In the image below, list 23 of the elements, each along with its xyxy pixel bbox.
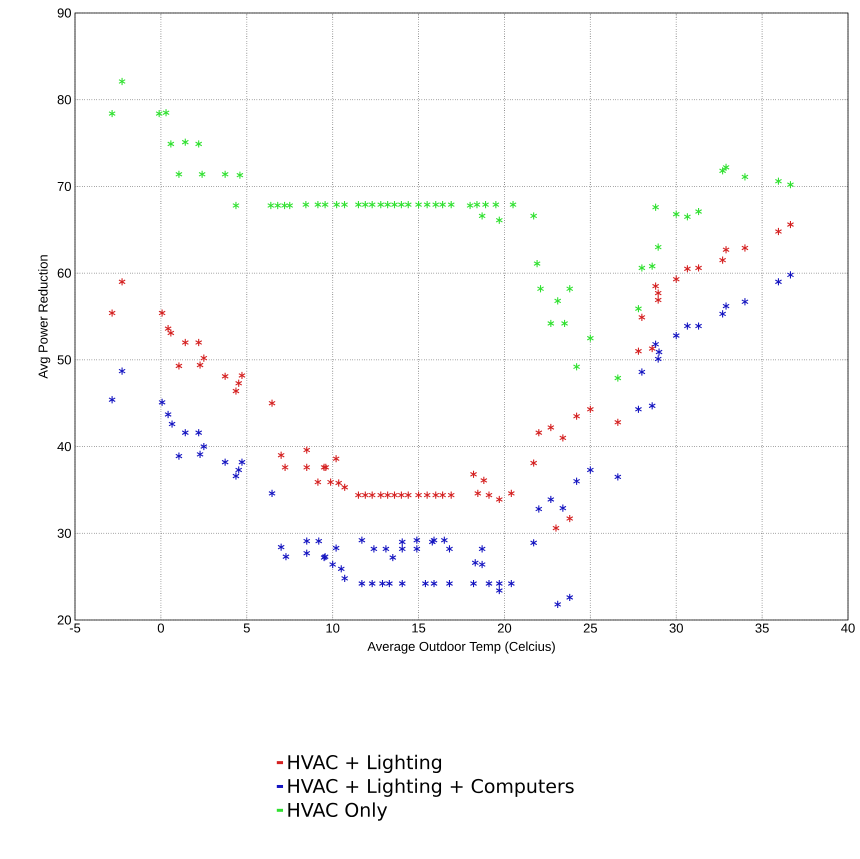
x-tick-label: 25 [584,624,597,633]
legend-label: HVAC + Lighting + Computers [288,778,574,797]
y-tick-label: 70 [58,182,71,192]
x-tick-label: -5 [70,624,80,633]
x-tick-label: 0 [158,624,164,633]
legend-label: HVAC + Lighting [288,754,442,774]
y-axis-title: Avg Power Reduction [38,255,50,379]
x-tick-label: 20 [498,624,512,633]
y-tick-label: 50 [58,355,71,364]
x-tick-label: 10 [326,624,340,633]
x-tick-label: 40 [841,624,855,633]
legend-label: HVAC Only [288,802,388,821]
x-tick-label: 15 [412,624,426,633]
y-tick-label: 90 [58,8,71,18]
x-tick-label: 35 [755,624,769,633]
x-tick-label: 5 [244,624,250,633]
y-tick-label: 80 [58,95,71,104]
y-tick-label: 30 [58,528,71,538]
x-tick-label: 30 [670,624,683,633]
y-tick-label: 20 [58,615,71,625]
x-axis-title: Average Outdoor Temp (Celcius) [367,642,555,654]
y-tick-label: 40 [57,442,71,452]
y-tick-label: 60 [58,268,71,278]
